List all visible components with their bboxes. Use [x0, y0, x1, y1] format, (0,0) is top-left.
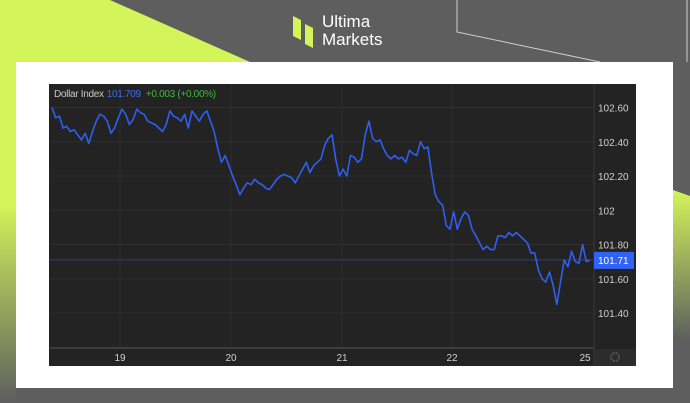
current-price-tag: [594, 251, 634, 269]
gear-icon[interactable]: [610, 352, 620, 362]
series-line: [51, 107, 591, 306]
y-tick-label: 102.20: [598, 172, 629, 183]
current-price-label: 101.71: [598, 256, 629, 267]
x-tick-label: 22: [446, 353, 458, 364]
y-tick-label: 101.60: [598, 275, 629, 286]
brand-logo: Ultima Markets: [293, 13, 382, 49]
chart-legend: Dollar Index 101.709 +0.003 (+0.00%): [54, 89, 216, 100]
y-tick-label: 101.80: [598, 241, 629, 252]
x-tick-label: 20: [225, 353, 237, 364]
legend-price: 101.709: [106, 89, 141, 100]
y-tick-label: 102: [598, 206, 615, 217]
x-tick-label: 21: [336, 353, 348, 364]
legend-change: +0.003 (+0.00%): [145, 89, 216, 100]
y-tick-label: 102.40: [598, 138, 629, 149]
x-tick-label: 25: [579, 353, 591, 364]
logo-mark-icon: [293, 16, 313, 48]
brand-line1: Ultima: [322, 12, 371, 31]
y-tick-label: 102.60: [598, 104, 629, 115]
y-tick-label: 101.40: [598, 309, 629, 320]
settings-area: [595, 349, 636, 366]
brand-line2: Markets: [322, 30, 383, 49]
x-tick-label: 19: [114, 353, 126, 364]
instrument-name: Dollar Index: [54, 89, 104, 100]
